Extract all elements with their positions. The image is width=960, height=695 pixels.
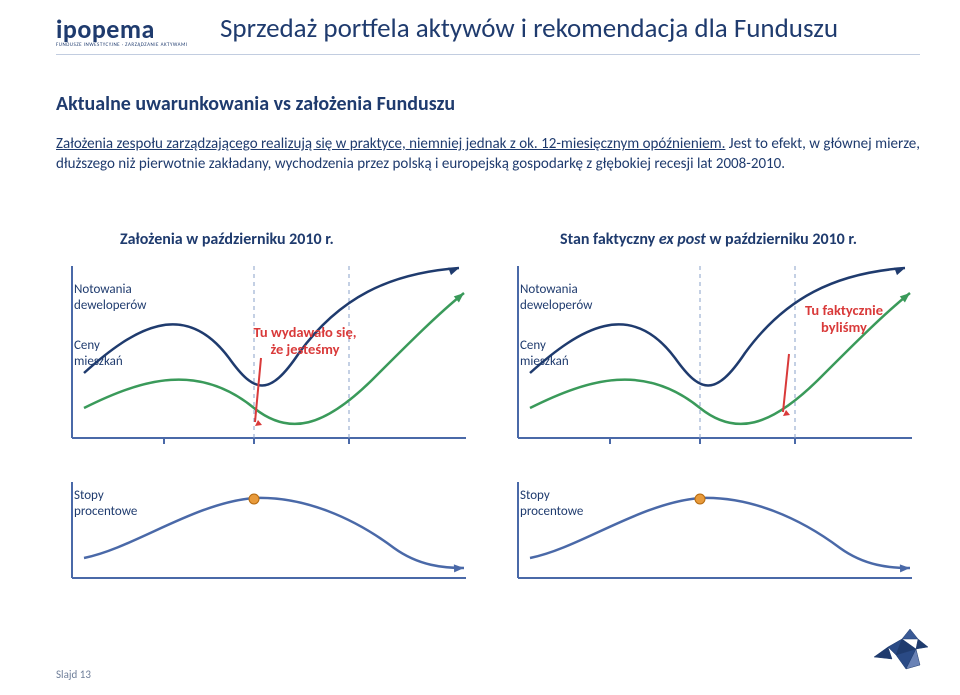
logo-subtext: FUNDUSZE INWESTYCYJNE · ZARZĄDZANIE AKTY… <box>56 42 206 48</box>
bird-icon <box>872 625 932 677</box>
footer-slide-number: Slajd 13 <box>56 668 91 681</box>
panel-heading-left: Założenia w październiku 2010 r. <box>120 230 334 249</box>
body-underlined: Założenia zespołu zarządzającego realizu… <box>56 135 725 153</box>
label-ceny-right: Cenymieszkań <box>520 338 569 369</box>
label-notowania-right: Notowaniadeweloperów <box>520 282 592 313</box>
title-underline <box>56 54 920 55</box>
panel-heading-right-post: w październiku 2010 r. <box>706 230 857 249</box>
label-stopy-right: Stopyprocentowe <box>520 488 583 519</box>
panel-heading-right: Stan faktyczny ex post w październiku 20… <box>560 230 857 249</box>
panel-heading-right-it: ex post <box>659 230 706 249</box>
label-notowania-left: Notowaniadeweloperów <box>74 282 146 313</box>
chart-left: Notowaniadeweloperów Cenymieszkań Stopyp… <box>54 258 474 586</box>
logo-text: ipopema <box>56 16 206 42</box>
body-paragraph: Założenia zespołu zarządzającego realizu… <box>56 134 920 175</box>
marker-right: Tu faktyczniebyliśmy <box>784 302 904 337</box>
label-stopy-left: Stopyprocentowe <box>74 488 137 519</box>
section-heading: Aktualne uwarunkowania vs założenia Fund… <box>56 92 455 116</box>
marker-left: Tu wydawało się,że jesteśmy <box>230 324 380 359</box>
chart-right: Notowaniadeweloperów Cenymieszkań Stopyp… <box>500 258 920 586</box>
label-ceny-left: Cenymieszkań <box>74 338 123 369</box>
panel-heading-right-pre: Stan faktyczny <box>560 230 659 249</box>
page-title: Sprzedaż portfela aktywów i rekomendacja… <box>220 12 920 45</box>
